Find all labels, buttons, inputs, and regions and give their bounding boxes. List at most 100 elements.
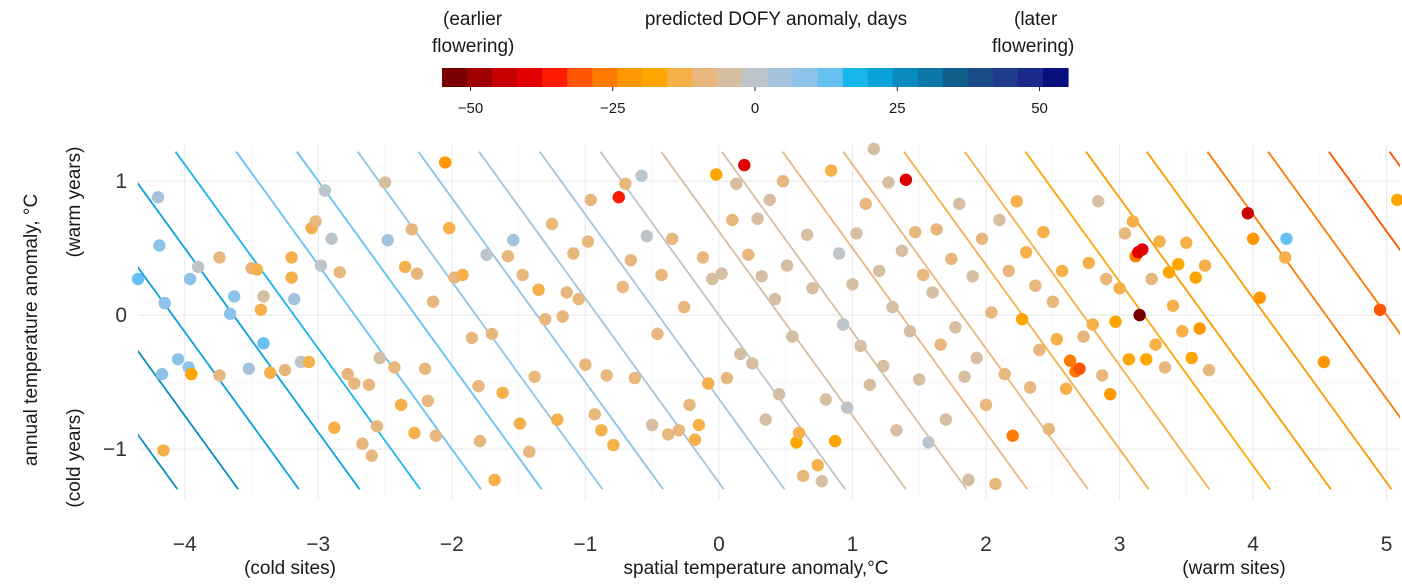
data-point: [958, 370, 971, 383]
data-point: [1140, 353, 1153, 366]
data-point: [254, 303, 268, 316]
x-tick-label: −4: [173, 533, 197, 556]
colorbar-segment: [692, 68, 719, 87]
data-point: [418, 362, 432, 375]
data-point: [257, 290, 270, 303]
data-point: [421, 394, 434, 408]
data-point: [1033, 343, 1046, 357]
data-point: [250, 263, 264, 276]
data-point: [877, 359, 890, 373]
data-point: [1050, 333, 1064, 346]
data-point: [1180, 236, 1193, 249]
data-point: [696, 251, 710, 264]
contour-line: [781, 151, 1029, 490]
data-point: [985, 306, 998, 319]
colorbar-segment: [467, 68, 493, 87]
y-axis-low-note: (cold years): [64, 408, 85, 507]
x-tick-label: 0: [713, 533, 725, 556]
data-point: [1279, 251, 1292, 264]
data-point: [581, 235, 595, 248]
data-point: [185, 367, 198, 381]
x-tick-label: −3: [306, 533, 330, 556]
data-point: [1073, 362, 1086, 375]
data-point: [863, 378, 876, 391]
data-point: [824, 164, 838, 177]
data-points: [131, 142, 1402, 491]
data-point: [1037, 225, 1050, 239]
data-point: [828, 434, 842, 448]
data-point: [373, 351, 386, 365]
data-point: [1176, 325, 1189, 338]
data-point: [572, 292, 585, 306]
data-point: [832, 247, 846, 260]
data-point: [1145, 272, 1158, 286]
data-point: [443, 221, 456, 235]
data-point: [600, 369, 613, 382]
data-point: [751, 212, 764, 225]
data-point: [917, 268, 930, 282]
colorbar-segment: [767, 68, 794, 87]
data-point: [485, 327, 499, 341]
data-point: [1104, 388, 1117, 401]
data-point: [370, 420, 384, 433]
data-point: [584, 193, 597, 207]
data-point: [628, 371, 641, 385]
data-point: [394, 398, 408, 412]
data-point: [688, 433, 702, 446]
data-point: [473, 434, 487, 448]
data-point: [1149, 338, 1162, 351]
data-point: [815, 475, 828, 488]
contour-line: [0, 152, 117, 490]
data-point: [702, 377, 715, 390]
data-point: [285, 271, 298, 284]
data-point: [588, 408, 601, 421]
data-point: [939, 413, 953, 426]
data-point: [970, 351, 983, 365]
data-point: [776, 175, 790, 188]
data-point: [734, 347, 747, 361]
data-point: [720, 371, 734, 385]
data-point: [635, 169, 648, 182]
y-axis-high-note: (warm years): [64, 147, 85, 258]
data-point: [365, 449, 378, 462]
contour-line: [538, 151, 786, 490]
data-point: [1082, 256, 1096, 270]
data-point: [465, 331, 479, 345]
colorbar-segment: [517, 68, 543, 87]
data-point: [730, 177, 743, 190]
colorbar-left-note-line2: flowering): [432, 36, 514, 57]
data-point: [1189, 271, 1202, 284]
x-tick-label: −1: [573, 533, 597, 556]
data-point: [1118, 227, 1132, 240]
colorbar-tick-label: −25: [600, 100, 625, 117]
data-point: [742, 248, 755, 261]
colorbar-segment: [567, 68, 593, 87]
x-axis-label: spatial temperature anomaly,°C: [624, 558, 889, 579]
data-point: [488, 473, 501, 487]
colorbar-segment: [1017, 68, 1044, 87]
data-point: [1133, 308, 1146, 322]
colorbar-segment: [442, 68, 468, 87]
data-point: [456, 268, 469, 282]
data-point: [1202, 363, 1216, 377]
colorbar-tick-label: 0: [751, 100, 759, 117]
data-point: [962, 473, 975, 487]
data-point: [1023, 381, 1037, 394]
data-point: [1086, 318, 1100, 331]
data-point: [975, 232, 989, 245]
contour-line: [599, 151, 846, 490]
data-point: [516, 268, 529, 282]
x-tick-label: 3: [1114, 533, 1126, 556]
data-point: [710, 168, 723, 181]
data-point: [356, 437, 369, 450]
data-point: [854, 339, 867, 353]
colorbar-segment: [992, 68, 1019, 87]
grid: [138, 145, 1400, 500]
data-point: [1113, 282, 1126, 295]
data-point: [715, 267, 728, 280]
data-point: [285, 251, 298, 264]
colorbar-segment: [642, 68, 668, 87]
data-point: [1096, 369, 1109, 382]
data-point: [131, 272, 145, 286]
data-point: [1055, 264, 1069, 278]
